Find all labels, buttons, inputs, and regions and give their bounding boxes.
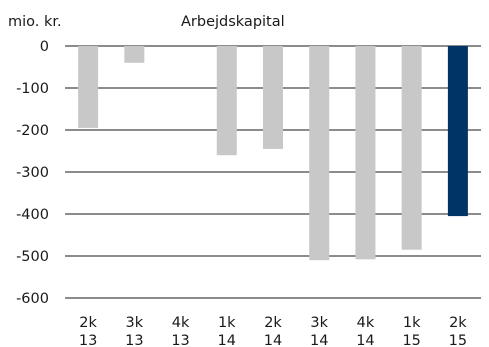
y-axis-unit-label: mio. kr.: [8, 14, 62, 30]
y-tick-label: -500: [16, 249, 49, 265]
x-tick-label: 2k: [264, 315, 282, 331]
x-tick-label: 2k: [79, 315, 97, 331]
bar: [447, 46, 468, 217]
bar: [401, 46, 422, 250]
bar: [216, 46, 237, 156]
bar: [355, 46, 376, 260]
x-tick-label: 13: [79, 333, 97, 347]
x-tick-label: 14: [356, 333, 374, 347]
x-tick-label: 1k: [403, 315, 421, 331]
y-tick-label: -300: [16, 165, 49, 181]
x-tick-label: 4k: [172, 315, 190, 331]
y-tick-label: -600: [16, 291, 49, 307]
x-tick-label: 15: [402, 333, 420, 347]
x-tick-labels: 2k 13 3k 13 4k 13 1k 14 2k 14 3k 14 4k 14 1k 15 2k 15: [79, 315, 467, 347]
x-tick-label: 14: [310, 333, 328, 347]
x-tick-label: 4k: [357, 315, 375, 331]
y-tick-label: 0: [40, 39, 49, 55]
bar: [309, 46, 330, 261]
y-tick-label: -200: [16, 123, 49, 139]
y-tick-labels: 0 -100 -200 -300 -400 -500 -600: [16, 39, 49, 307]
bar: [124, 46, 145, 63]
x-tick-label: 14: [264, 333, 282, 347]
y-tick-label: -100: [16, 81, 49, 97]
chart-title: Arbejdskapital: [181, 14, 285, 30]
x-tick-label: 1k: [218, 315, 236, 331]
x-tick-label: 13: [171, 333, 189, 347]
bar: [78, 46, 99, 128]
x-tick-label: 3k: [126, 315, 144, 331]
bars: [78, 46, 468, 261]
bar: [263, 46, 283, 149]
y-tick-label: -400: [16, 207, 49, 223]
x-tick-label: 15: [449, 333, 467, 347]
x-tick-label: 3k: [310, 315, 328, 331]
x-tick-label: 2k: [449, 315, 467, 331]
x-tick-label: 13: [125, 333, 143, 347]
x-tick-label: 14: [218, 333, 236, 347]
